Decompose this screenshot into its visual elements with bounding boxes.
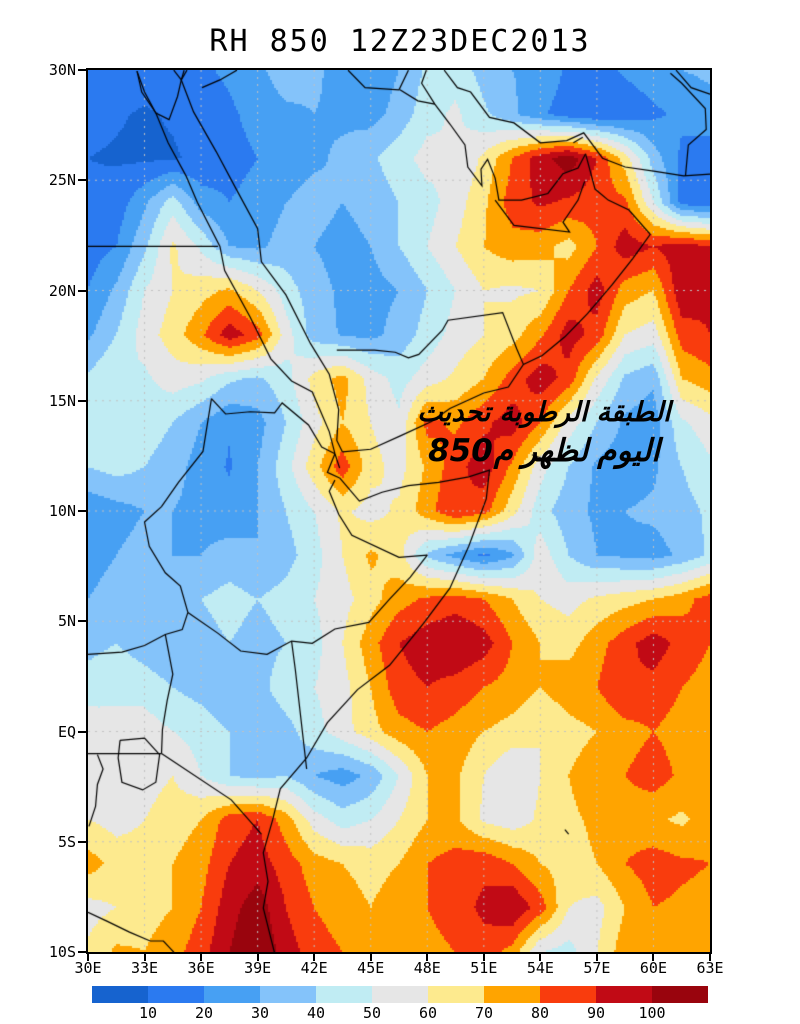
lon-tick-mark: [313, 954, 316, 961]
lat-tick-label: 10N: [48, 502, 76, 520]
lat-tick-label: 30N: [48, 61, 76, 79]
annotation-word: تحديث: [417, 397, 491, 428]
lon-tick-label: 60E: [639, 959, 667, 977]
annotation-word: لظهر: [522, 432, 589, 469]
colorbar-segment: [484, 986, 540, 1003]
plot-area: تحديث الرطوبة الطبقة 850 م لظهر اليوم: [86, 68, 712, 954]
lon-tick-label: 39E: [244, 959, 272, 977]
lon-tick-label: 42E: [300, 959, 328, 977]
lon-tick-label: 45E: [357, 959, 385, 977]
lat-tick-label: EQ: [57, 722, 76, 741]
lon-tick-label: 57E: [583, 959, 611, 977]
colorbar-segment: [148, 986, 204, 1003]
lon-tick-label: 54E: [526, 959, 554, 977]
annotation-word: اليوم: [597, 432, 660, 469]
colorbar-segment: [652, 986, 708, 1003]
colorbar-segment: [428, 986, 484, 1003]
colorbar: [92, 986, 708, 1003]
lat-tick-mark: [78, 399, 86, 402]
arabic-annotation: تحديث الرطوبة الطبقة 850 م لظهر اليوم: [384, 396, 704, 471]
colorbar-segment: [316, 986, 372, 1003]
colorbar-segment: [204, 986, 260, 1003]
annotation-word: م: [493, 432, 513, 469]
lat-tick-label: 25N: [48, 171, 76, 190]
lon-tick-mark: [369, 954, 372, 961]
lon-tick-mark: [256, 954, 259, 961]
lat-tick-label: 5S: [57, 832, 76, 851]
lat-tick-mark: [78, 951, 86, 953]
lon-tick-mark: [143, 954, 146, 961]
lon-tick-mark: [652, 954, 655, 961]
lon-tick-mark: [482, 954, 485, 961]
colorbar-value-label: 100: [638, 1004, 666, 1022]
annotation-line-2: 850 م لظهر اليوم: [428, 432, 660, 471]
lon-tick-mark: [539, 954, 542, 961]
lon-tick-mark: [595, 954, 598, 961]
lon-tick-mark: [709, 954, 711, 961]
chart-title: RH 850 12Z23DEC2013: [209, 24, 591, 59]
lon-tick-mark: [87, 954, 89, 961]
lon-tick-label: 36E: [187, 959, 215, 977]
annotation-word: الرطوبة: [499, 397, 588, 428]
lat-tick-label: 10S: [48, 943, 76, 961]
rh-field-canvas: [88, 70, 710, 952]
lat-tick-label: 5N: [57, 612, 76, 631]
lon-tick-mark: [426, 954, 429, 961]
colorbar-value-label: 90: [586, 1004, 606, 1022]
colorbar-value-label: 20: [194, 1004, 214, 1022]
lon-tick-mark: [200, 954, 203, 961]
lat-tick-mark: [78, 69, 86, 71]
lat-tick-label: 20N: [48, 281, 76, 300]
lon-tick-label: 48E: [413, 959, 441, 977]
colorbar-segment: [372, 986, 428, 1003]
lon-tick-label: 33E: [130, 959, 159, 977]
colorbar-value-label: 30: [250, 1004, 270, 1022]
annotation-word: الطبقة: [596, 397, 671, 428]
colorbar-value-label: 40: [306, 1004, 326, 1022]
lon-tick-label: 30E: [74, 959, 102, 977]
colorbar-value-label: 80: [530, 1004, 550, 1022]
annotation-word: 850: [428, 432, 493, 469]
annotation-line-1: تحديث الرطوبة الطبقة: [417, 396, 670, 430]
colorbar-value-label: 70: [474, 1004, 494, 1022]
lat-tick-mark: [78, 289, 86, 292]
lat-tick-label: 15N: [48, 391, 76, 410]
colorbar-value-label: 10: [138, 1004, 158, 1022]
colorbar-value-label: 50: [362, 1004, 382, 1022]
colorbar-value-label: 60: [418, 1004, 438, 1022]
lat-tick-mark: [78, 730, 86, 733]
lon-tick-label: 63E: [696, 959, 724, 977]
lat-tick-mark: [78, 179, 86, 182]
lat-tick-mark: [78, 840, 86, 843]
lat-tick-mark: [78, 620, 86, 623]
colorbar-segment: [260, 986, 316, 1003]
lat-tick-mark: [78, 510, 86, 512]
colorbar-segment: [596, 986, 652, 1003]
lon-tick-label: 51E: [470, 959, 498, 977]
colorbar-segment: [92, 986, 148, 1003]
colorbar-segment: [540, 986, 596, 1003]
